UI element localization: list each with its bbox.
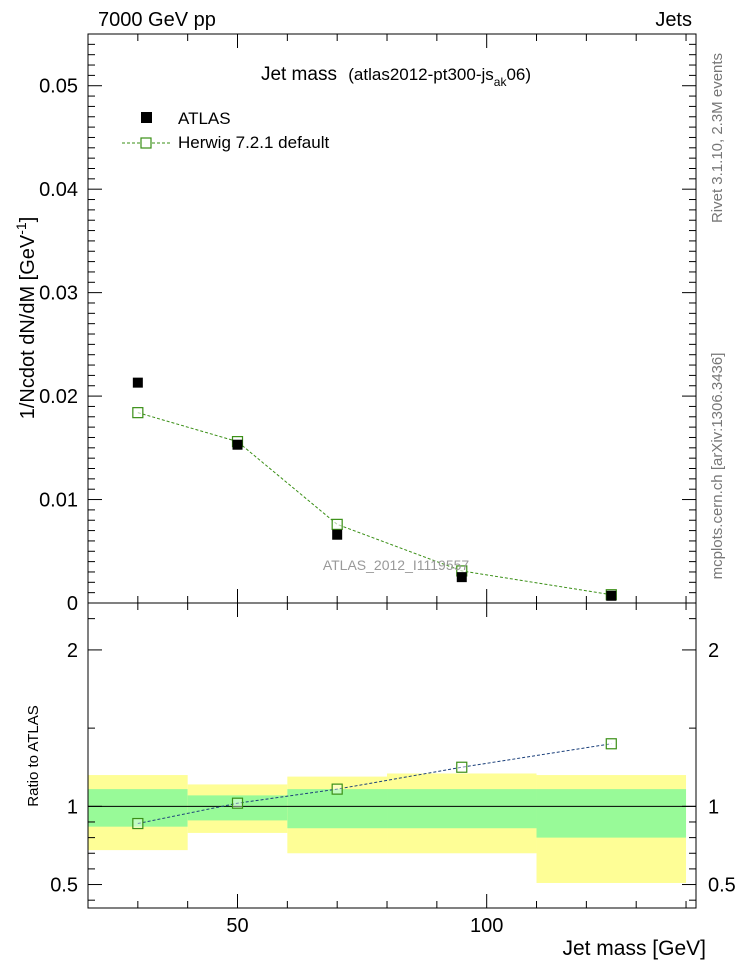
herwig-ratio-point-4 (605, 738, 617, 750)
y-tick-label-0: 0 (67, 593, 78, 615)
header-left: 7000 GeV pp (98, 9, 216, 31)
herwig-ratio-point-1 (231, 797, 244, 809)
chart-title-sub-tail: 06) (506, 65, 531, 84)
y-axis-label-main: 1/Ncdot dN/dM [GeV (17, 234, 39, 419)
atlas-point-3 (456, 572, 467, 583)
ratio-y-tick-labels: 0.5 1 2 0.5 1 2 (50, 640, 736, 897)
x-tick-label-100: 100 (470, 915, 503, 937)
legend-herwig-label: Herwig 7.2.1 default (178, 133, 329, 152)
chart-title-main: Jet mass (261, 64, 337, 85)
ratio-y-tick-label-left-1: 1 (67, 796, 78, 818)
analysis-watermark: ATLAS_2012_I1119557 (323, 557, 470, 573)
herwig-ratio-point-2 (331, 783, 343, 795)
atlas-series (132, 377, 617, 601)
herwig-ratio-series (132, 738, 617, 830)
ratio-y-tick-label-right-0.5: 0.5 (708, 875, 736, 897)
axis-ticks (88, 33, 696, 908)
y-tick-label-0.02: 0.02 (39, 386, 78, 408)
main-y-tick-labels: 0 0.01 0.02 0.03 0.04 0.05 (39, 76, 78, 615)
legend-atlas-label: ATLAS (178, 109, 231, 128)
atlas-point-4 (606, 590, 617, 601)
atlas-point-2 (332, 529, 343, 540)
herwig-ratio-point-0 (132, 817, 144, 830)
band-inner-bin-3 (387, 789, 537, 829)
ratio-panel-frame (87, 602, 697, 909)
x-tick-label-50: 50 (226, 915, 248, 937)
rivet-version-label: Rivet 3.1.10, 2.3M events (709, 53, 726, 223)
y-axis-label-close: ] (17, 217, 39, 223)
band-inner-bin-0 (88, 789, 188, 827)
ratio-y-axis-label: Ratio to ATLAS (25, 705, 42, 806)
ratio-y-tick-label-right-1: 1 (708, 796, 719, 818)
herwig-line (137, 412, 612, 596)
ratio-y-tick-label-left-0.5: 0.5 (50, 875, 78, 897)
mcplots-label: mcplots.cern.ch [arXiv:1306.3436] (709, 353, 726, 580)
legend-herwig-marker (140, 137, 152, 149)
herwig-ratio-point-3 (456, 761, 468, 773)
band-inner-bin-4 (536, 789, 687, 838)
band-inner-bin-2 (287, 789, 388, 829)
atlas-point-1 (232, 439, 243, 450)
y-tick-label-0.05: 0.05 (39, 76, 78, 98)
ratio-y-tick-label-right-2: 2 (708, 640, 719, 662)
y-axis-label-sup: -1 (13, 222, 29, 235)
herwig-point-0 (132, 407, 144, 419)
chart-title-sub-script: ak (494, 75, 508, 89)
y-axis-label: 1/Ncdot dN/dM [GeV-1] (13, 217, 39, 420)
legend-atlas-marker (141, 112, 152, 123)
x-axis-label: Jet mass [GeV] (562, 937, 706, 960)
y-tick-label-0.03: 0.03 (39, 283, 78, 305)
header-right: Jets (655, 9, 692, 31)
y-tick-label-0.04: 0.04 (39, 179, 78, 201)
x-tick-labels: 50 100 (226, 915, 503, 937)
chart-title-sub: (atlas2012-pt300-js (348, 65, 494, 84)
atlas-point-0 (132, 377, 143, 388)
ratio-uncertainty-bands (88, 773, 687, 883)
y-tick-label-0.01: 0.01 (39, 490, 78, 512)
herwig-point-2 (331, 518, 343, 530)
ratio-y-tick-label-left-2: 2 (67, 640, 78, 662)
herwig-ratio-line (137, 743, 612, 825)
legend: ATLAS Herwig 7.2.1 default (122, 109, 329, 152)
chart-title: Jet mass (atlas2012-pt300-jsak06) (261, 64, 531, 89)
